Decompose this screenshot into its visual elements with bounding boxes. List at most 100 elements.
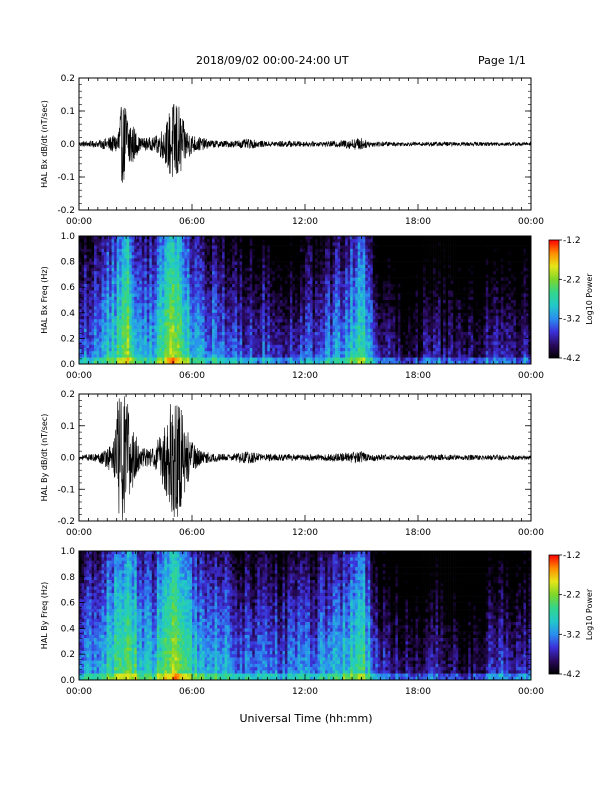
spectrogram-cell	[224, 322, 228, 326]
spectrogram-cell	[154, 348, 158, 352]
spectrogram-cell	[189, 322, 193, 326]
spectrogram-cell	[204, 280, 208, 285]
spectrogram-cell	[86, 242, 90, 246]
spectrogram-cell	[139, 357, 143, 362]
spectrogram-cell	[370, 239, 374, 243]
spectrogram-cell	[186, 255, 190, 259]
spectrogram-cell	[317, 236, 321, 240]
spectrogram-cell	[284, 354, 288, 358]
spectrogram-cell	[139, 261, 143, 266]
spectrogram-cell	[350, 280, 354, 285]
spectrogram-cell	[350, 277, 354, 282]
spectrogram-cell	[337, 271, 341, 275]
spectrogram-cell	[96, 258, 100, 262]
spectrogram-cell	[307, 360, 311, 365]
spectrogram-cell	[360, 341, 364, 346]
spectrogram-cell	[239, 255, 243, 259]
spectrogram-cell	[357, 245, 361, 250]
spectrogram-cell	[307, 325, 311, 330]
spectrogram-cell	[320, 312, 323, 317]
spectrogram-cell	[116, 277, 120, 282]
spectrogram-cell	[264, 280, 268, 285]
spectrogram-cell	[315, 261, 318, 266]
spectrogram-cell	[222, 344, 225, 349]
spectrogram-cell	[292, 322, 296, 326]
spectrogram-cell	[151, 338, 155, 342]
spectrogram-cell	[267, 236, 271, 240]
spectrogram-cell	[144, 360, 148, 365]
spectrogram-cell	[242, 348, 246, 352]
spectrogram-cell	[269, 351, 273, 355]
spectrogram-cell	[186, 303, 190, 307]
spectrogram-cell	[312, 268, 316, 272]
spectrogram-cell	[234, 312, 238, 317]
spectrogram-cell	[156, 296, 160, 301]
spectrogram-cell	[234, 284, 238, 288]
spectrogram-cell	[91, 277, 95, 282]
spectrogram-cell	[207, 312, 210, 317]
spectrogram-cell	[292, 287, 296, 291]
spectrogram-cell	[91, 322, 95, 326]
spectrogram-cell	[282, 287, 286, 291]
spectrogram-cell	[325, 316, 328, 320]
spectrogram-cell	[154, 264, 158, 269]
spectrogram-cell	[365, 239, 369, 243]
spectrogram-cell	[299, 354, 303, 358]
spectrogram-cell	[171, 280, 175, 285]
spectrogram-cell	[149, 245, 153, 250]
spectrogram-cell	[307, 328, 311, 333]
spectrogram-cell	[129, 284, 133, 288]
spectrogram-cell	[214, 261, 218, 266]
spectrogram-cell	[257, 325, 261, 330]
spectrogram-cell	[91, 261, 95, 266]
spectrogram-cell	[109, 303, 112, 307]
spectrogram-cell	[325, 296, 328, 301]
spectrogram-cell	[94, 360, 97, 365]
spectrogram-cell	[84, 303, 87, 307]
spectrogram-cell	[345, 274, 348, 278]
spectrogram-cell	[154, 332, 158, 336]
spectrogram-cell	[119, 293, 122, 298]
spectrogram-cell	[244, 316, 248, 320]
spectrogram-cell	[262, 306, 266, 310]
spectrogram-cell	[282, 306, 286, 310]
spectrogram-cell	[234, 335, 238, 339]
spectrogram-cell	[197, 306, 200, 310]
spectrogram-cell	[227, 328, 230, 333]
spectrogram-cell	[312, 341, 316, 346]
spectrogram-cell	[207, 271, 210, 275]
spectrogram-cell	[94, 319, 97, 323]
spectrogram-cell	[222, 290, 225, 294]
spectrogram-cell	[106, 242, 110, 246]
spectrogram-cell	[109, 248, 112, 253]
spectrogram-cell	[362, 261, 366, 266]
spectrogram-cell	[159, 328, 163, 333]
spectrogram-cell	[159, 258, 163, 262]
spectrogram-cell	[254, 284, 258, 288]
spectrogram-cell	[209, 306, 213, 310]
spectrogram-cell	[302, 252, 306, 256]
spectrogram-cell	[136, 245, 140, 250]
spectrogram-cell	[209, 280, 213, 285]
spectrogram-cell	[192, 242, 195, 246]
spectrogram-cell	[141, 360, 145, 365]
spectrogram-cell	[212, 322, 215, 326]
spectrogram-cell	[144, 245, 148, 250]
spectrogram-cell	[287, 354, 291, 358]
spectrogram-cell	[86, 312, 90, 317]
spectrogram-cell	[234, 255, 238, 259]
spectrogram-cell	[171, 338, 175, 342]
spectrogram-cell	[126, 348, 130, 352]
spectrogram-cell	[212, 303, 215, 307]
spectrogram-cell	[352, 264, 356, 269]
spectrogram-cell	[302, 309, 306, 314]
spectrogram-cell	[340, 325, 343, 330]
spectrogram-cell	[367, 354, 371, 358]
spectrogram-cell	[267, 344, 271, 349]
spectrogram-cell	[317, 293, 321, 298]
spectrogram-cell	[199, 351, 203, 355]
spectrogram-cell	[352, 328, 356, 333]
spectrogram-cell	[204, 351, 208, 355]
spectrogram-cell	[367, 325, 371, 330]
spectrogram-cell	[161, 319, 165, 323]
